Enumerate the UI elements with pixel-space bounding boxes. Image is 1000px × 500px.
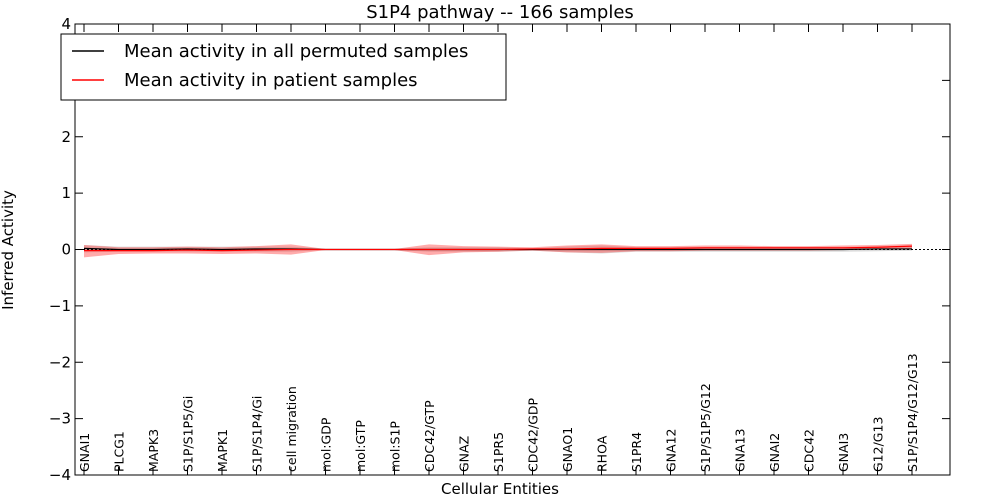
- y-tick-label: −1: [49, 297, 71, 315]
- legend-label-permuted: Mean activity in all permuted samples: [124, 41, 468, 62]
- y-tick-label: −3: [49, 410, 71, 428]
- x-tick-label: GNAZ: [457, 436, 472, 472]
- x-tick-label: S1PR5: [491, 432, 506, 472]
- x-tick-label: S1P/S1P4/Gi: [250, 396, 265, 472]
- x-tick-label: S1P/S1P4/G12/G13: [905, 353, 920, 472]
- y-tick-label: 1: [61, 184, 71, 202]
- x-tick-label: S1P/S1P5/Gi: [181, 396, 196, 472]
- x-tick-label: mol:GTP: [353, 420, 368, 472]
- y-tick-label: 2: [61, 128, 71, 146]
- x-tick-label: CDC42/GDP: [526, 397, 541, 472]
- x-tick-label: GNAI2: [767, 433, 782, 472]
- x-tick-label: mol:GDP: [319, 417, 334, 472]
- x-tick-label: RHOA: [595, 435, 610, 472]
- series-lines: [83, 245, 913, 252]
- x-tick-label: GNA12: [664, 429, 679, 473]
- y-axis-label: Inferred Activity: [0, 190, 17, 310]
- x-tick-label: G12/G13: [871, 417, 886, 472]
- legend-box: [60, 33, 507, 101]
- y-tick-label: −2: [49, 353, 71, 371]
- x-tick-label: cell migration: [284, 386, 299, 472]
- x-tick-label: GNAI3: [836, 433, 851, 472]
- legend: Mean activity in all permuted samples Me…: [60, 33, 507, 101]
- x-tick-label: CDC42/GTP: [422, 400, 437, 472]
- chart-title: S1P4 pathway -- 166 samples: [366, 2, 634, 23]
- x-tick-label: GNA13: [733, 429, 748, 473]
- x-axis-label: Cellular Entities: [441, 480, 559, 498]
- x-tick-label: GNAO1: [560, 427, 575, 472]
- x-tick-label: MAPK3: [146, 429, 161, 472]
- series-line-patient: [84, 245, 913, 252]
- x-tick-label: MAPK1: [215, 429, 230, 472]
- x-axis: GNAI1 PLCG1 MAPK3 S1P/S1P5/Gi MAPK1 S1P/S1P4/…: [77, 24, 920, 475]
- legend-label-patient: Mean activity in patient samples: [124, 70, 418, 91]
- x-tick-label: S1PR4: [629, 432, 644, 472]
- y-tick-label: −4: [49, 466, 71, 484]
- y-tick-label: 4: [61, 15, 71, 33]
- x-tick-label: mol:S1P: [388, 421, 403, 472]
- x-tick-label: GNAI1: [77, 433, 92, 472]
- x-tick-label: PLCG1: [112, 431, 127, 472]
- x-tick-label: S1P/S1P5/G12: [698, 383, 713, 472]
- y-tick-label: 0: [61, 241, 71, 259]
- x-tick-label: CDC42: [802, 429, 817, 472]
